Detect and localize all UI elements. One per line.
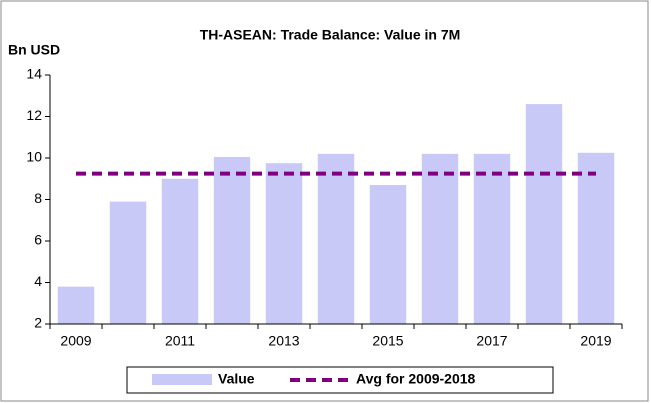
y-tick-label: 6: [34, 232, 42, 248]
y-tick-label: 4: [34, 273, 42, 289]
y-tick-label: 10: [26, 149, 42, 165]
x-tick-label: 2011: [165, 333, 195, 349]
y-tick-label: 12: [26, 107, 42, 123]
bar: [473, 153, 511, 324]
x-tick-label: 2015: [372, 333, 403, 349]
legend-label: Value: [218, 371, 255, 387]
bar: [161, 178, 199, 324]
x-tick-label: 2019: [580, 333, 611, 349]
x-tick-label: 2017: [476, 333, 507, 349]
x-tick-label: 2009: [60, 333, 91, 349]
bar: [577, 152, 615, 324]
legend-swatch: [152, 374, 212, 385]
bar: [57, 286, 95, 324]
chart-title: TH-ASEAN: Trade Balance: Value in 7M: [200, 27, 461, 43]
bar: [109, 201, 147, 324]
bar: [213, 156, 251, 324]
x-tick-label: 2013: [268, 333, 299, 349]
y-tick-label: 8: [34, 190, 42, 206]
bar: [369, 184, 407, 324]
y-axis-label: Bn USD: [8, 42, 60, 58]
legend-label: Avg for 2009-2018: [356, 371, 476, 387]
bar: [525, 104, 563, 324]
bar: [421, 153, 459, 324]
y-tick-label: 14: [26, 66, 42, 82]
bar: [317, 153, 355, 324]
bar: [265, 163, 303, 324]
y-tick-label: 2: [34, 315, 42, 331]
